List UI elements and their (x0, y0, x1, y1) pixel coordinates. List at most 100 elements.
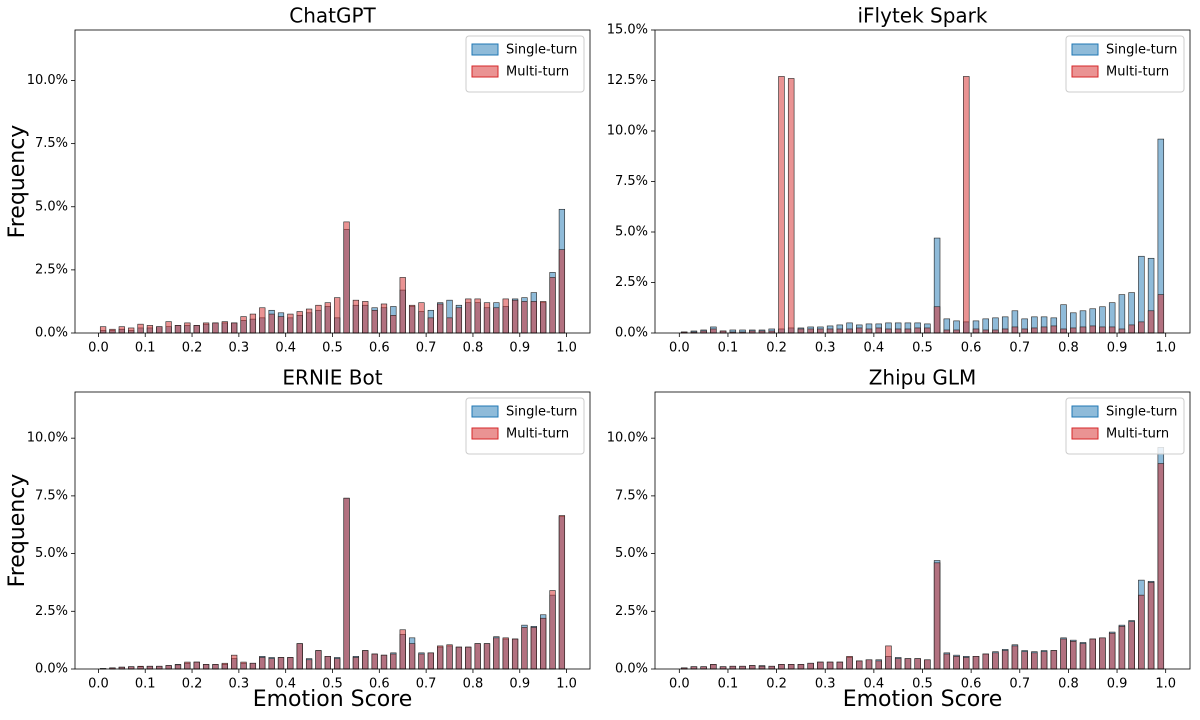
x-tick-label: 0.7 (416, 677, 437, 692)
bar (408, 304, 416, 334)
x-tick-label: 0.3 (815, 341, 836, 356)
bar (826, 661, 834, 670)
bar (729, 665, 737, 670)
x-tick-label: 0.0 (669, 677, 690, 692)
bar (352, 657, 360, 670)
x-tick-label: 0.7 (416, 341, 437, 356)
x-tick-label: 0.9 (1107, 341, 1128, 356)
bar (1138, 594, 1145, 670)
x-tick-label: 0.6 (369, 341, 390, 356)
y-tick-label: 10.0% (27, 73, 68, 88)
bar (826, 328, 834, 334)
bar (156, 326, 163, 334)
bar (437, 645, 444, 670)
bar (943, 329, 951, 334)
bar (768, 665, 775, 670)
bar (894, 658, 902, 670)
bar (305, 659, 313, 670)
legend-label: Multi-turn (1106, 427, 1169, 442)
bar (1108, 326, 1116, 334)
bar (1089, 325, 1096, 334)
bar (807, 662, 814, 670)
bar (390, 653, 397, 670)
bar (953, 656, 960, 670)
legend-label: Multi-turn (1106, 65, 1169, 80)
bar (287, 657, 294, 670)
bar (212, 322, 219, 334)
bar (1128, 621, 1135, 670)
bar (521, 627, 528, 670)
bar (846, 328, 853, 334)
bar (277, 657, 285, 670)
bar (787, 664, 795, 670)
bar (540, 617, 547, 670)
x-tick-label: 0.7 (1009, 677, 1030, 692)
bar (530, 301, 537, 334)
y-tick-label: 15.0% (607, 23, 648, 38)
y-tick-label: 12.5% (607, 73, 648, 88)
y-tick-label: 2.5% (35, 604, 68, 619)
bar (305, 308, 313, 334)
bar (474, 643, 481, 670)
x-tick-label: 1.0 (1155, 677, 1176, 692)
bar (511, 299, 519, 334)
bar (787, 78, 795, 334)
bar (1060, 328, 1067, 334)
bar (231, 322, 238, 334)
bar (778, 664, 785, 670)
bar (521, 301, 528, 334)
bar (156, 665, 163, 670)
bar (1031, 327, 1038, 334)
bar (296, 643, 303, 670)
bar (904, 328, 912, 334)
bar (362, 301, 369, 334)
y-tick-label: 0.0% (35, 662, 68, 677)
bar (904, 658, 912, 670)
bar (315, 650, 322, 670)
x-tick-label: 0.3 (815, 677, 836, 692)
x-tick-label: 0.9 (509, 677, 530, 692)
bar (1070, 640, 1077, 670)
bar (992, 652, 999, 670)
bar (933, 306, 941, 334)
y-tick-label: 0.0% (615, 662, 648, 677)
bar (399, 629, 406, 670)
x-tick-label: 0.3 (229, 677, 250, 692)
bar (1011, 326, 1019, 334)
bar (924, 327, 931, 334)
bar (362, 650, 369, 670)
bar (1031, 652, 1038, 670)
chart-title: iFlytek Spark (858, 4, 988, 28)
x-tick-label: 0.5 (912, 677, 933, 692)
bar (1021, 651, 1028, 670)
y-tick-label: 5.0% (615, 225, 648, 240)
bar (1147, 310, 1155, 334)
x-tick-label: 0.1 (718, 677, 739, 692)
bar (1021, 328, 1028, 334)
x-tick-label: 0.2 (766, 677, 787, 692)
bar (963, 76, 970, 334)
y-tick-label: 5.0% (35, 546, 68, 561)
bar (399, 277, 406, 334)
bar (455, 307, 463, 334)
y-tick-label: 2.5% (35, 262, 68, 277)
x-tick-label: 0.4 (864, 677, 885, 692)
bar (1099, 326, 1106, 334)
bar (894, 328, 902, 334)
x-tick-label: 1.0 (556, 677, 577, 692)
x-axis-label: Emotion Score (843, 687, 1003, 712)
legend-label: Multi-turn (506, 65, 569, 80)
bar (865, 328, 873, 334)
chart-title: Zhipu GLM (869, 366, 977, 390)
bar (982, 653, 989, 670)
bar (797, 328, 805, 334)
bar (817, 328, 824, 334)
x-tick-label: 0.4 (275, 677, 296, 692)
bar (221, 662, 228, 670)
y-tick-label: 7.5% (35, 136, 68, 151)
bar (992, 329, 999, 334)
legend-swatch (1071, 427, 1099, 440)
x-tick-label: 0.5 (912, 341, 933, 356)
x-tick-label: 0.0 (88, 677, 109, 692)
